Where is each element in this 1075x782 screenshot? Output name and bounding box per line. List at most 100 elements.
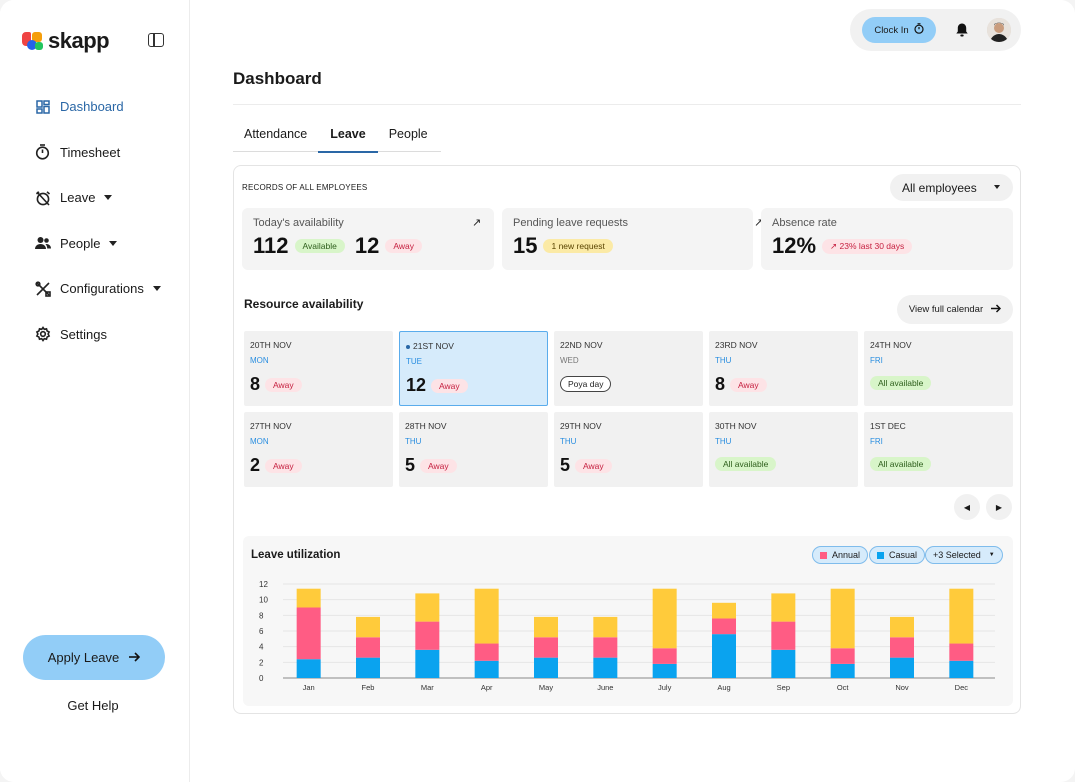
availability-stat-card[interactable]: Today's availability ↗ 112 Available 12 … bbox=[242, 208, 494, 270]
day-tile[interactable]: 27TH NOV MON 2 Away bbox=[244, 412, 393, 487]
day-tile[interactable]: 21ST NOV TUE 12 Away bbox=[399, 331, 548, 406]
day-date-text: 24TH NOV bbox=[870, 340, 912, 350]
day-weekday: TUE bbox=[406, 357, 422, 366]
bar-segment-annual bbox=[652, 648, 677, 664]
clock-in-button[interactable]: Clock In bbox=[862, 17, 936, 43]
day-tile[interactable]: 22ND NOV WED Poya day bbox=[554, 331, 703, 406]
day-tile[interactable]: 29TH NOV THU 5 Away bbox=[554, 412, 703, 487]
sidebar-item-people[interactable]: People bbox=[34, 221, 161, 267]
sidebar-item-label: Configurations bbox=[60, 281, 144, 297]
day-tile[interactable]: 28TH NOV THU 5 Away bbox=[399, 412, 548, 487]
day-tile[interactable]: 20TH NOV MON 8 Away bbox=[244, 331, 393, 406]
leave-icon bbox=[34, 189, 51, 206]
apply-leave-button[interactable]: Apply Leave bbox=[23, 635, 165, 680]
brand-name: skapp bbox=[48, 28, 110, 53]
employee-filter-select[interactable]: All employees bbox=[890, 174, 1013, 201]
next-week-button[interactable]: ▶ bbox=[986, 494, 1012, 520]
clock-in-label: Clock In bbox=[874, 24, 909, 36]
sidebar-item-configurations[interactable]: Configurations bbox=[34, 266, 161, 312]
view-full-calendar-button[interactable]: View full calendar bbox=[897, 295, 1013, 324]
leave-type-select[interactable]: +3 Selected ▼ bbox=[925, 546, 1003, 564]
pending-requests-stat-card[interactable]: Pending leave requests ↗ 15 1 new reques… bbox=[502, 208, 763, 270]
bar-segment-casual bbox=[652, 663, 677, 678]
logo[interactable]: skapp bbox=[22, 28, 110, 54]
day-date: 30TH NOV bbox=[715, 421, 757, 431]
tab-attendance[interactable]: Attendance bbox=[244, 122, 307, 152]
day-status: 8 Away bbox=[715, 374, 767, 395]
avatar[interactable] bbox=[987, 18, 1011, 42]
available-count: 112 bbox=[253, 233, 289, 258]
sidebar-item-timesheet[interactable]: Timesheet bbox=[34, 130, 161, 176]
legend-swatch bbox=[877, 551, 884, 559]
day-tile[interactable]: 30TH NOV THU All available bbox=[709, 412, 858, 487]
sidebar-collapse-icon[interactable] bbox=[148, 33, 164, 47]
arrow-up-right-icon[interactable]: ↗ bbox=[472, 217, 482, 229]
x-tick-label: Aug bbox=[717, 683, 730, 692]
arrow-right-icon bbox=[129, 650, 141, 665]
tab-leave[interactable]: Leave bbox=[318, 122, 379, 153]
bar-segment-other bbox=[771, 593, 796, 622]
day-date-text: 21ST NOV bbox=[413, 341, 454, 351]
day-date: 23RD NOV bbox=[715, 340, 758, 350]
away-count: 8 bbox=[715, 374, 726, 394]
y-tick-label: 8 bbox=[259, 611, 264, 620]
absence-trend-badge: ↗ 23% last 30 days bbox=[822, 238, 913, 254]
x-tick-label: Nov bbox=[895, 683, 909, 692]
day-weekday: THU bbox=[715, 437, 732, 446]
sidebar-item-label: Leave bbox=[60, 190, 96, 206]
sidebar-item-dashboard[interactable]: Dashboard bbox=[34, 84, 161, 130]
stat-title: Pending leave requests bbox=[513, 217, 628, 229]
chevron-right-icon: ▶ bbox=[995, 502, 1003, 512]
bar-segment-annual bbox=[415, 621, 440, 650]
stat-title: Today's availability bbox=[253, 217, 344, 229]
day-weekday: THU bbox=[405, 437, 422, 446]
get-help-link[interactable]: Get Help bbox=[67, 698, 119, 713]
day-date: 28TH NOV bbox=[405, 421, 447, 431]
legend-swatch bbox=[820, 551, 827, 559]
bar-segment-casual bbox=[771, 649, 796, 678]
day-tile[interactable]: 23RD NOV THU 8 Away bbox=[709, 331, 858, 406]
bar-segment-other bbox=[830, 588, 855, 649]
sidebar-item-settings[interactable]: Settings bbox=[34, 312, 161, 358]
away-count: 8 bbox=[250, 374, 261, 394]
settings-icon bbox=[34, 326, 51, 343]
chevron-left-icon: ◀ bbox=[963, 502, 971, 512]
leave-utilization-chart: 0 2 4 6 8 10 12 Jan Feb Mar Apr May June July Aug Sep Oc… bbox=[259, 580, 995, 692]
sidebar-item-leave[interactable]: Leave bbox=[34, 175, 161, 221]
legend-casual-chip[interactable]: Casual bbox=[869, 546, 926, 564]
leave-dashboard-card: RECORDS OF ALL EMPLOYEES All employees T… bbox=[233, 165, 1021, 714]
day-status: 5 Away bbox=[405, 455, 457, 476]
logo-mark-icon bbox=[22, 30, 44, 52]
x-tick-label: Mar bbox=[421, 683, 434, 692]
x-tick-label: May bbox=[539, 683, 553, 692]
away-count: 12 bbox=[354, 233, 380, 258]
chevron-down-icon bbox=[994, 185, 1000, 189]
day-date: 1ST DEC bbox=[870, 421, 906, 431]
bar-segment-casual bbox=[593, 657, 618, 678]
notification-bell-icon[interactable] bbox=[954, 22, 970, 38]
day-status: All available bbox=[870, 376, 932, 390]
away-badge: Away bbox=[431, 378, 468, 393]
arrow-up-right-icon[interactable]: ↗ bbox=[754, 217, 764, 229]
day-status: 5 Away bbox=[560, 455, 612, 476]
tab-people[interactable]: People bbox=[389, 122, 428, 152]
bar-segment-casual bbox=[890, 657, 914, 678]
day-tile[interactable]: 24TH NOV FRI All available bbox=[864, 331, 1013, 406]
y-tick-label: 2 bbox=[259, 658, 264, 667]
previous-week-button[interactable]: ◀ bbox=[954, 494, 980, 520]
away-count: 5 bbox=[405, 455, 416, 475]
day-date-text: 23RD NOV bbox=[715, 340, 758, 350]
day-weekday: FRI bbox=[870, 437, 883, 446]
tab-label: Attendance bbox=[244, 127, 308, 141]
bar-segment-other bbox=[296, 588, 321, 608]
day-date-text: 22ND NOV bbox=[560, 340, 603, 350]
absence-rate-stat-card[interactable]: Absence rate 12% ↗ 23% last 30 days bbox=[761, 208, 1013, 270]
legend-annual-chip[interactable]: Annual bbox=[812, 546, 869, 564]
bar-segment-other bbox=[415, 593, 440, 622]
x-tick-label: July bbox=[658, 683, 672, 692]
day-tile[interactable]: 1ST DEC FRI All available bbox=[864, 412, 1013, 487]
chevron-down-icon: ▼ bbox=[988, 552, 995, 558]
bar-segment-casual bbox=[296, 659, 321, 678]
away-badge: Away bbox=[265, 458, 302, 473]
